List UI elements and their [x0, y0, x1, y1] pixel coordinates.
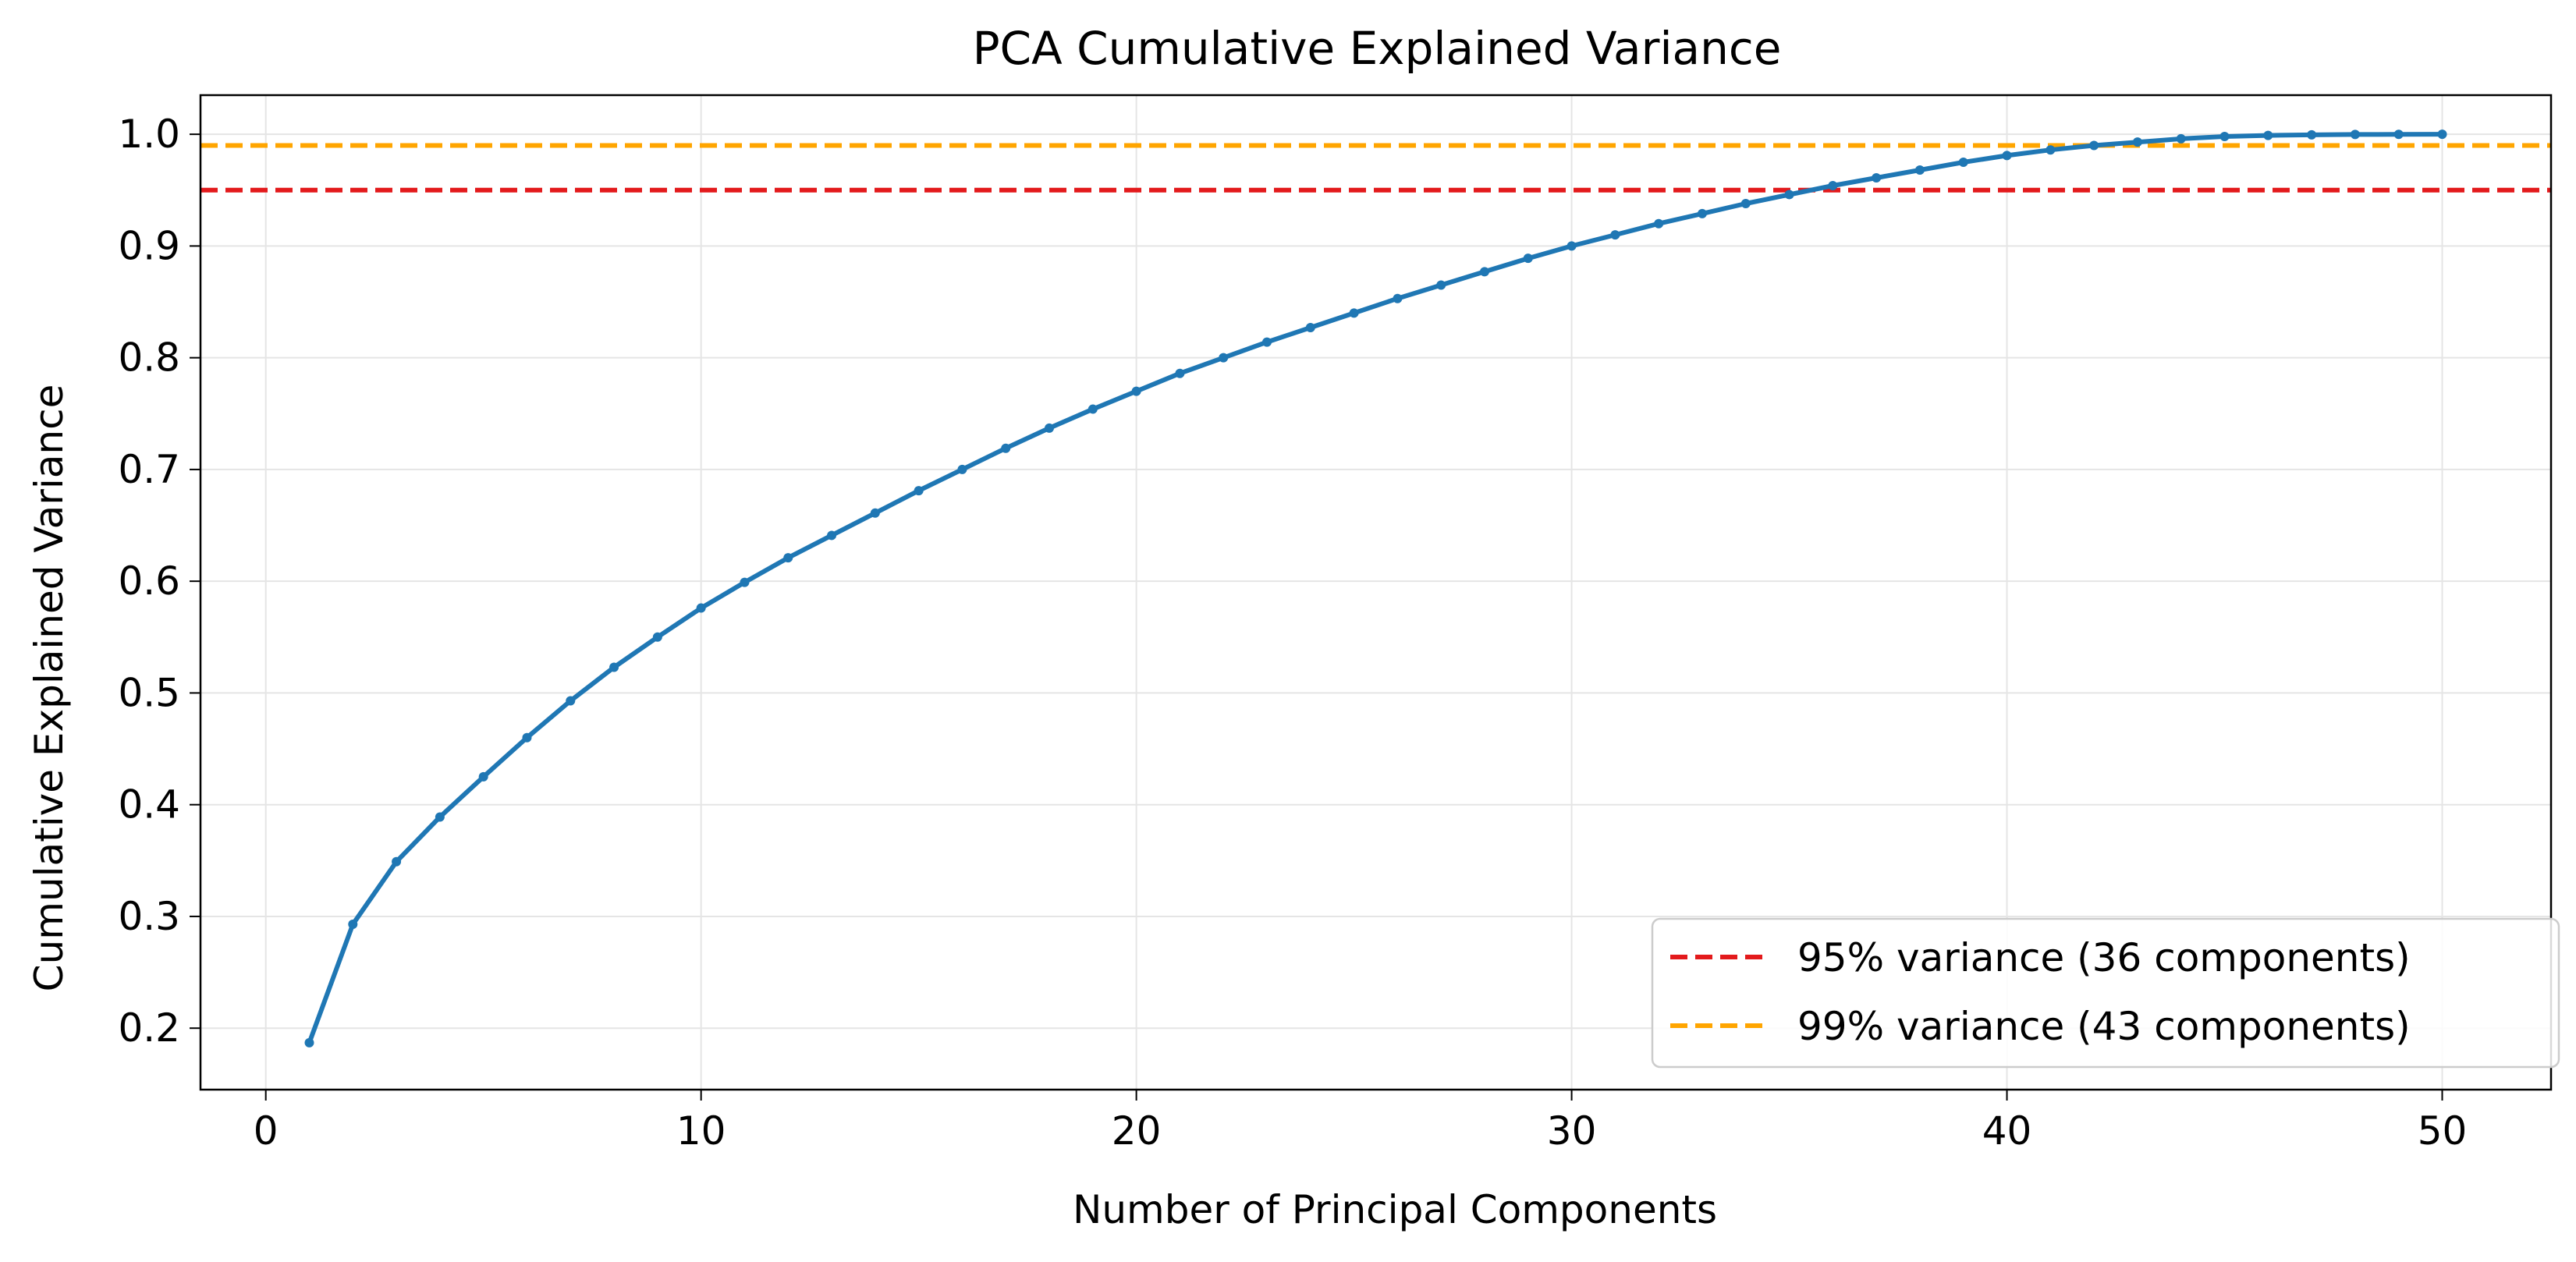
data-point [304, 1037, 314, 1048]
data-point [827, 530, 837, 541]
data-point [1740, 198, 1751, 208]
plot-area-frame [199, 94, 2553, 1091]
data-point [1958, 157, 1968, 167]
legend: 95% variance (36 components) 99% varianc… [1651, 917, 2560, 1069]
data-point [696, 603, 706, 613]
data-point [566, 696, 576, 706]
data-point [522, 732, 532, 743]
x-axis-label: Number of Principal Components [1073, 1187, 1717, 1232]
data-point [1305, 322, 1315, 332]
series [304, 129, 2447, 1048]
data-point [957, 464, 967, 474]
data-point [2132, 137, 2142, 147]
data-point [2307, 129, 2317, 140]
legend-box [1651, 917, 2560, 1069]
y-tick-label: 0.5 [118, 670, 180, 715]
series-line [307, 132, 2445, 1045]
data-point [1784, 190, 1794, 200]
data-point [2350, 129, 2360, 140]
data-point [392, 856, 402, 867]
data-point [1436, 280, 1446, 290]
y-tick-label: 0.9 [118, 223, 180, 268]
x-tick-label: 50 [2418, 1108, 2468, 1154]
y-tick-label: 1.0 [118, 112, 180, 157]
data-point [1697, 208, 1707, 218]
data-point [1001, 443, 1011, 453]
data-point [1828, 181, 1838, 191]
y-tick-label: 0.4 [118, 782, 180, 828]
x-tick-label: 30 [1547, 1108, 1597, 1154]
data-point [1654, 218, 1664, 229]
data-point [1610, 230, 1620, 240]
data-point [2219, 132, 2230, 142]
data-point [1262, 337, 1272, 347]
data-point [1219, 353, 1229, 363]
data-point [914, 486, 924, 496]
x-tick-label: 0 [254, 1108, 279, 1154]
data-point [1914, 165, 1925, 175]
data-point [740, 577, 750, 587]
legend-label-95: 95% variance (36 components) [1797, 935, 2411, 980]
data-point [348, 919, 358, 929]
data-point [1088, 404, 1098, 414]
axes: 0 10 20 30 40 50 0.2 0.3 0.4 0.5 0.6 0.7 0.8 0.9 1.0 [118, 112, 2467, 1154]
data-point [1349, 308, 1359, 318]
y-tick-label: 0.8 [118, 335, 180, 381]
data-point [1393, 293, 1403, 303]
data-point [2393, 129, 2404, 140]
grid [200, 95, 2551, 1090]
y-tick-label: 0.7 [118, 447, 180, 492]
data-point [2089, 140, 2099, 151]
reference-lines [200, 143, 2551, 193]
data-point [1045, 423, 1055, 433]
y-tick-label: 0.6 [118, 558, 180, 604]
x-tick-label: 40 [1982, 1108, 2032, 1154]
data-point [1872, 173, 1882, 183]
data-point [1523, 253, 1533, 264]
data-point [2263, 130, 2273, 140]
data-point [870, 508, 880, 518]
data-point [478, 771, 488, 782]
data-point [1567, 241, 1577, 251]
legend-label-99: 99% variance (43 components) [1797, 1004, 2411, 1049]
y-tick-label: 0.2 [118, 1005, 180, 1051]
data-point [2002, 151, 2012, 161]
data-point [435, 812, 445, 822]
data-point [1131, 386, 1141, 396]
chart-title: PCA Cumulative Explained Variance [973, 22, 1782, 75]
x-tick-label: 20 [1112, 1108, 1162, 1154]
data-point [2176, 133, 2186, 144]
data-point [609, 662, 619, 672]
y-tick-label: 0.3 [118, 894, 180, 939]
data-point [2046, 145, 2056, 155]
data-point [783, 553, 793, 563]
data-point [652, 632, 662, 642]
data-point [2437, 129, 2447, 140]
data-point [1175, 368, 1185, 378]
y-axis-label: Cumulative Explained Variance [27, 385, 72, 992]
x-tick-label: 10 [676, 1108, 726, 1154]
data-point [1479, 267, 1489, 277]
